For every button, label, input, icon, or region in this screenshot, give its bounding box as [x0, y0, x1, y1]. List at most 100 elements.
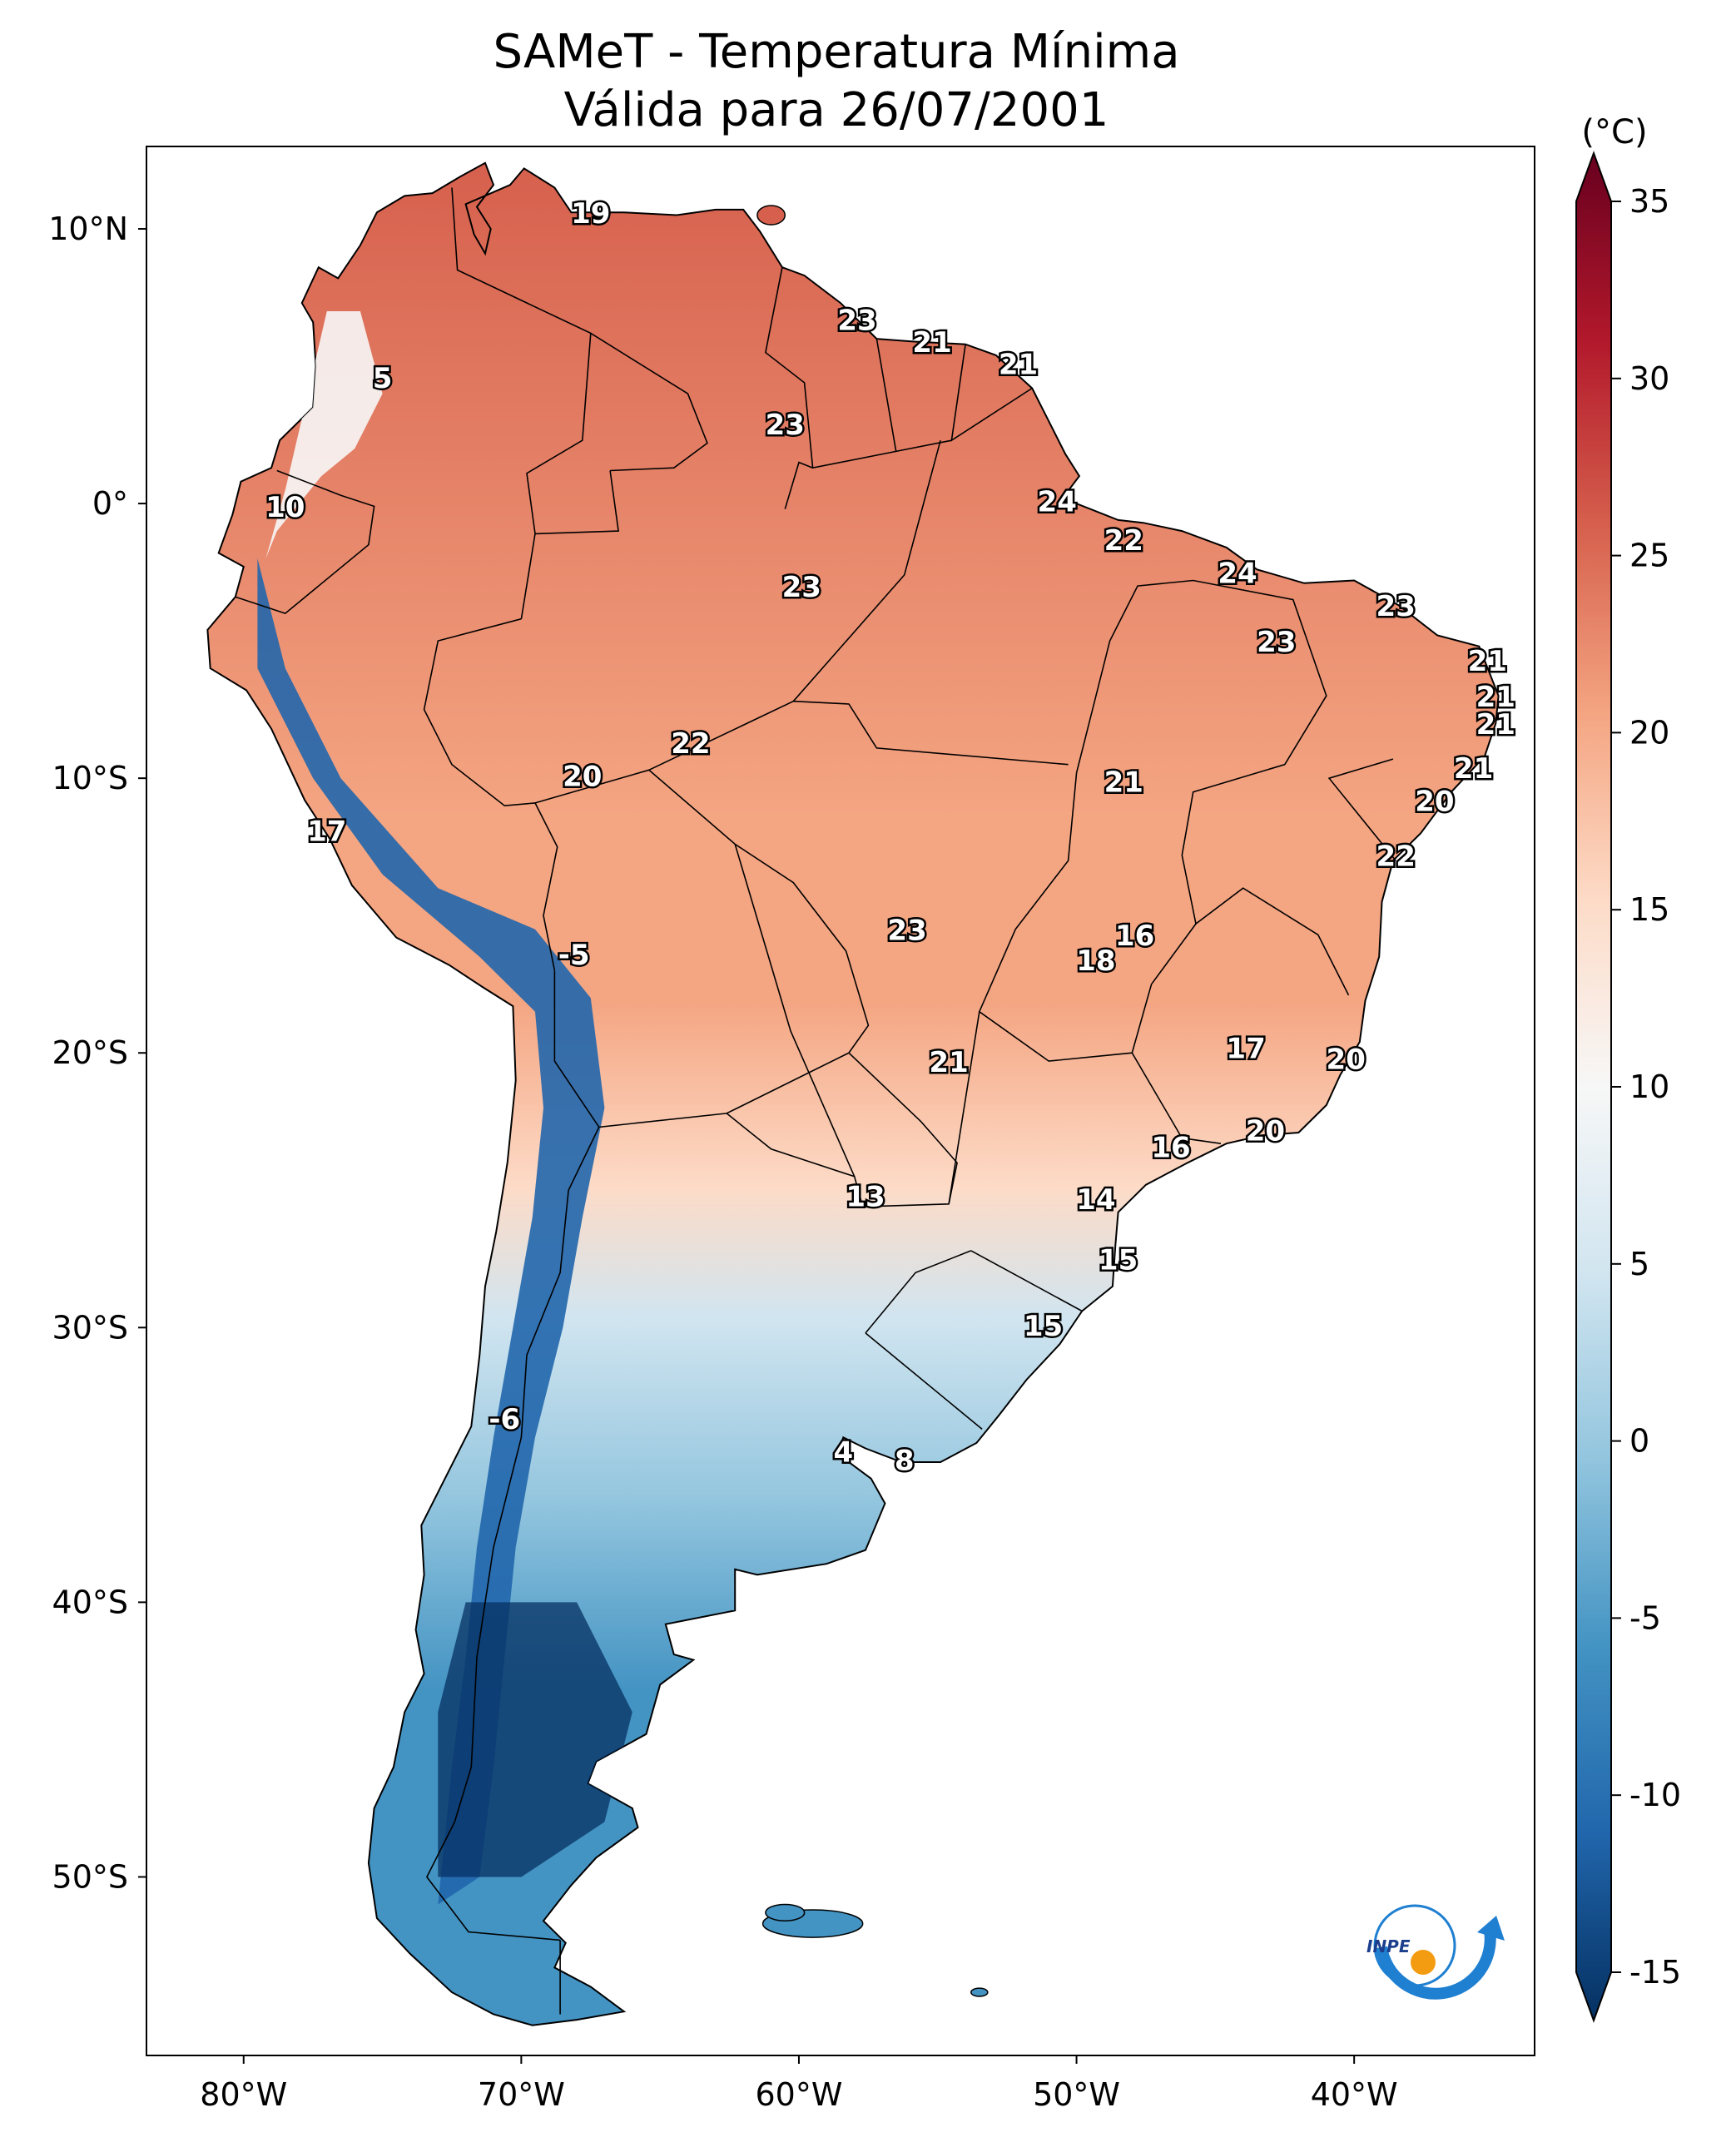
station-value: 21: [1454, 752, 1493, 786]
colorbar-tick-label: 30: [1629, 360, 1669, 397]
country-border-23: [534, 470, 620, 535]
island-1: [765, 1903, 806, 1922]
andes-cold-shading: [257, 311, 632, 1905]
station-value: 8: [895, 1445, 915, 1478]
island-2: [756, 205, 786, 226]
station-value: 21: [1104, 766, 1143, 799]
station-value: 15: [1024, 1310, 1063, 1343]
station-value: 22: [671, 727, 710, 761]
station-value: 18: [1076, 945, 1115, 978]
station-value: 16: [1151, 1131, 1190, 1164]
station-value: 10: [265, 491, 305, 524]
lat-tick-label: 10°N: [48, 211, 128, 247]
station-value: 15: [1099, 1244, 1138, 1277]
station-value: 13: [846, 1181, 885, 1214]
islands-layer: [756, 205, 989, 1997]
logo-arc-icon: [1376, 1929, 1496, 2000]
station-value: 23: [766, 409, 805, 442]
logo-orbit-icon: [1373, 1904, 1456, 1987]
colorbar-ticks: 35 30 25 20 15 10 5 0 -5 -10 -15: [1611, 183, 1681, 1991]
title-line-1: SAMeT - Temperatura Mínima: [493, 25, 1180, 79]
colorbar-unit-label: (°C): [1581, 113, 1647, 151]
station-value: 23: [782, 571, 821, 604]
country-border-14: [1075, 579, 1327, 925]
station-value: 20: [1327, 1044, 1366, 1077]
station-value: 23: [837, 305, 876, 338]
island-3: [970, 1987, 989, 1997]
country-border-11: [865, 1332, 983, 1431]
station-value: 21: [1476, 708, 1515, 741]
station-value: 20: [1246, 1115, 1285, 1148]
lat-tick-label: 50°S: [52, 1858, 128, 1895]
lat-tick-label: 40°S: [52, 1584, 128, 1620]
longitude-ticks: 80°W 70°W 60°W 50°W 40°W: [200, 2055, 1398, 2113]
colorbar-tick-label: 15: [1629, 891, 1669, 928]
station-value: 23: [1257, 626, 1296, 659]
station-value: 24: [1218, 557, 1257, 590]
station-value: 20: [1415, 785, 1454, 818]
continent-layer: [206, 161, 1500, 2026]
country-border-4: [895, 439, 952, 453]
station-value: 14: [1076, 1183, 1115, 1217]
logo-sun-icon: [1411, 1950, 1436, 1975]
country-border-1: [590, 332, 708, 472]
colorbar-tick-label: 10: [1629, 1069, 1669, 1105]
station-value: 23: [887, 915, 926, 948]
colorbar-tick-label: 35: [1629, 183, 1669, 220]
patagonia-cold-zone: [438, 1602, 632, 1877]
colorbar: 35 30 25 20 15 10 5 0 -5 -10 -15 (°C): [1575, 113, 1681, 2023]
station-value: 22: [1376, 840, 1416, 873]
station-value: 17: [307, 816, 346, 849]
inpe-logo: INPE: [1366, 1904, 1505, 2000]
lat-tick-label: 30°S: [52, 1309, 128, 1346]
station-value: 24: [1038, 486, 1077, 519]
station-value: 21: [999, 349, 1038, 382]
country-border-19: [734, 844, 856, 1178]
colorbar-tick-label: -10: [1629, 1777, 1681, 1813]
country-border-12: [865, 1250, 972, 1334]
country-border-2: [765, 267, 897, 469]
andes-cold-zone: [257, 558, 605, 1905]
lat-tick-label: 10°S: [52, 760, 128, 796]
station-value: 5: [373, 362, 393, 395]
country-border-18: [970, 1250, 1083, 1312]
country-border-22: [784, 461, 813, 509]
station-value: 22: [1104, 524, 1143, 558]
station-value: 17: [1226, 1032, 1265, 1065]
colorbar-gradient: [1575, 151, 1612, 2023]
country-border-8: [726, 1052, 958, 1207]
lon-tick-label: 50°W: [1033, 2076, 1120, 2113]
country-border-5: [423, 617, 558, 971]
station-value: 21: [912, 326, 951, 359]
country-borders: [235, 187, 1396, 2015]
map-title: SAMeT - Temperatura Mínima Válida para 2…: [141, 23, 1531, 140]
station-value: 21: [1468, 645, 1507, 678]
country-border-15: [1327, 758, 1396, 861]
country-border-17: [1131, 1052, 1222, 1144]
station-value: 20: [563, 761, 602, 794]
station-value: 21: [1476, 681, 1515, 714]
lon-tick-label: 70°W: [478, 2076, 565, 2113]
country-border-21: [792, 439, 941, 702]
colorbar-tick-label: -5: [1629, 1599, 1661, 1636]
northern-andes-cool-zone: [265, 311, 383, 559]
lon-tick-label: 60°W: [755, 2076, 842, 2113]
title-line-2: Válida para 26/07/2001: [563, 83, 1109, 137]
logo-text: INPE: [1366, 1936, 1411, 1956]
country-border-9: [425, 1127, 600, 1941]
station-value: 19: [571, 197, 610, 231]
colorbar-tick-label: -15: [1629, 1954, 1681, 1991]
lon-tick-label: 40°W: [1311, 2076, 1398, 2113]
country-border-6: [235, 469, 375, 614]
lat-tick-label: 20°S: [52, 1034, 128, 1071]
station-value: -6: [489, 1403, 520, 1436]
lat-tick-label: 0°: [92, 485, 128, 522]
station-value: 21: [929, 1046, 968, 1079]
logo-arrow-icon: [1477, 1916, 1505, 1941]
station-value: 4: [833, 1436, 853, 1470]
colorbar-tick-label: 5: [1629, 1246, 1649, 1282]
lon-tick-label: 80°W: [200, 2076, 287, 2113]
station-value: -5: [558, 939, 590, 972]
